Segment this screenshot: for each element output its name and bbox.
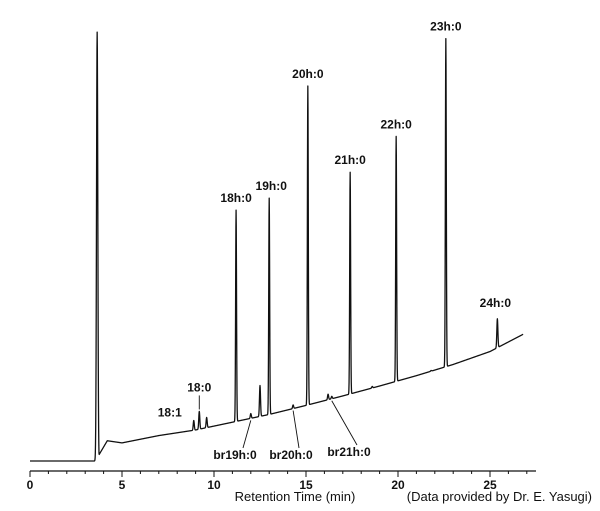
peak-label: 18:1 <box>158 405 182 419</box>
data-credit: (Data provided by Dr. E. Yasugi) <box>407 489 592 504</box>
peak-label: 18h:0 <box>220 191 252 205</box>
peak-label: 24h:0 <box>480 296 512 310</box>
peak-leader-line <box>292 410 300 449</box>
peak-label: 22h:0 <box>380 117 412 131</box>
peak-label: 19h:0 <box>256 179 288 193</box>
peak-label: 23h:0 <box>430 20 462 34</box>
peak-label: br19h:0 <box>213 448 257 462</box>
peak-leader-line <box>242 420 252 449</box>
x-tick-label: 5 <box>119 478 126 492</box>
trace-layer <box>29 31 524 462</box>
peak-label: 20h:0 <box>292 67 324 81</box>
x-tick-label: 25 <box>483 478 497 492</box>
peak-label: br20h:0 <box>269 448 313 462</box>
x-tick-label: 0 <box>27 478 34 492</box>
x-tick-label: 20 <box>391 478 405 492</box>
peak-label: 21h:0 <box>334 153 366 167</box>
x-axis: 0 5 10 15 20 25 <box>27 470 536 492</box>
peak-leader-line <box>331 400 358 446</box>
peak-label: br21h:0 <box>327 445 371 459</box>
peak-labels: 18:1 18:0 18h:0 19h:0 br19h:0 br20h:0 20h:0 br2… <box>158 20 512 462</box>
x-tick-label: 10 <box>207 478 221 492</box>
chromatogram-trace <box>29 31 524 462</box>
x-tick-label: 15 <box>299 478 313 492</box>
x-axis-title: Retention Time (min) <box>235 489 356 504</box>
peak-label: 18:0 <box>187 380 211 394</box>
